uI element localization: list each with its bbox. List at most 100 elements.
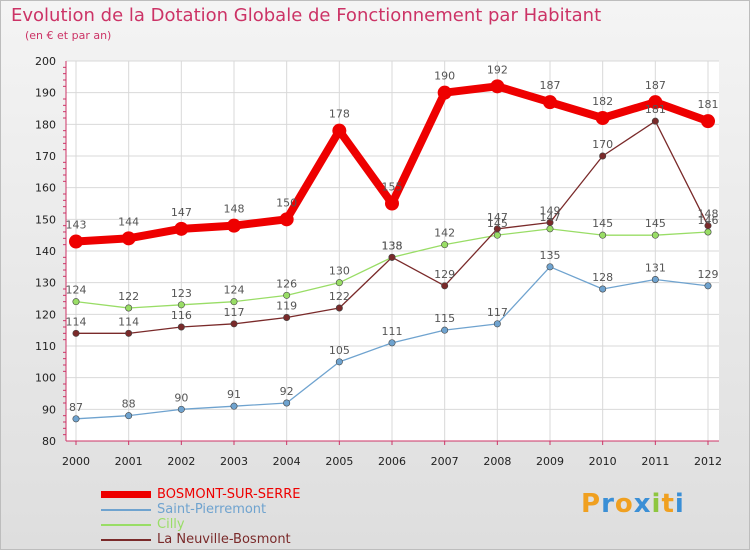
data-label: 181 [645,103,666,116]
data-point [441,282,449,290]
data-point [543,95,557,110]
data-point [651,117,659,125]
data-label: 145 [645,217,666,230]
data-label: 124 [66,284,87,297]
x-tick-label: 2001 [115,455,143,468]
data-point [177,405,185,413]
y-tick-label: 150 [35,213,56,226]
data-point [230,320,238,328]
legend-label: Cilly [157,517,185,532]
data-label: 92 [280,385,294,398]
data-point [177,323,185,331]
logo-letter: t [661,489,675,519]
data-point [230,402,238,410]
data-point [283,291,291,299]
y-tick-label: 110 [35,340,56,353]
y-tick-label: 100 [35,372,56,385]
data-label: 145 [487,217,508,230]
data-label: 149 [540,205,561,218]
x-tick-label: 2009 [536,455,564,468]
data-point [335,358,343,366]
data-label: 126 [276,277,297,290]
data-label: 170 [592,138,613,151]
y-tick-label: 130 [35,277,56,290]
legend-label: La Neuville-Bosmont [157,532,291,547]
data-point [332,123,347,138]
legend-swatch [101,524,151,526]
x-tick-label: 2003 [220,455,248,468]
legend-label: Saint-Pierremont [157,502,267,517]
data-label: 178 [329,108,350,121]
data-point [595,111,610,125]
logo-letter: r [601,489,615,519]
y-tick-label: 170 [35,150,56,163]
data-point [704,228,712,236]
data-point [72,415,80,423]
logo-letter: o [614,489,634,519]
data-point [335,304,343,312]
data-label: 187 [540,79,561,92]
data-point [230,298,238,306]
y-tick-label: 140 [35,245,56,258]
data-point [72,329,80,337]
x-tick-label: 2010 [589,455,617,468]
data-label: 135 [540,249,561,262]
data-point [283,313,291,321]
data-point [125,412,133,420]
x-tick-label: 2008 [483,455,511,468]
y-tick-label: 120 [35,308,56,321]
data-label: 123 [171,287,192,300]
x-tick-label: 2012 [694,455,722,468]
logo-letter: i [651,489,662,519]
data-point [441,326,449,334]
data-label: 117 [487,306,508,319]
data-label: 117 [224,306,245,319]
data-point [493,320,501,328]
data-point [546,263,554,271]
data-label: 129 [434,268,455,281]
data-label: 115 [434,312,455,325]
x-tick-label: 2011 [641,455,669,468]
data-point [701,114,715,129]
data-point [279,212,294,227]
data-label: 144 [118,215,139,228]
data-point [490,79,505,94]
data-label: 147 [487,211,508,224]
logo-letter: P [581,489,602,519]
data-label: 122 [118,290,139,303]
data-label: 91 [227,388,241,401]
x-tick-label: 2002 [167,455,195,468]
proxiti-logo: Proxiti [581,489,685,519]
data-label: 187 [645,79,666,92]
chart-title: Evolution de la Dotation Globale de Fonc… [11,5,602,26]
data-label: 143 [66,219,87,232]
data-point [648,95,663,110]
x-tick-label: 2004 [273,455,301,468]
data-point [177,301,185,309]
data-point [651,231,659,239]
data-label: 138 [382,239,403,252]
data-label: 142 [434,227,455,240]
legend-swatch [101,491,151,498]
x-tick-label: 2006 [378,455,406,468]
y-tick-label: 200 [35,55,56,68]
x-tick-label: 2007 [431,455,459,468]
data-point [283,399,291,407]
data-label: 182 [592,95,613,108]
data-label: 150 [276,196,297,209]
x-tick-label: 2005 [325,455,353,468]
data-point [388,253,396,261]
data-label: 129 [698,268,719,281]
data-point [651,275,659,283]
data-point [125,304,133,312]
data-label: 147 [171,206,192,219]
series-layer [69,79,715,423]
data-point [227,218,241,233]
data-point [437,85,452,100]
logo-letter: x [633,489,652,519]
data-label: 124 [224,284,245,297]
data-label: 119 [276,300,297,313]
data-point [493,225,501,233]
data-label: 114 [66,315,87,328]
